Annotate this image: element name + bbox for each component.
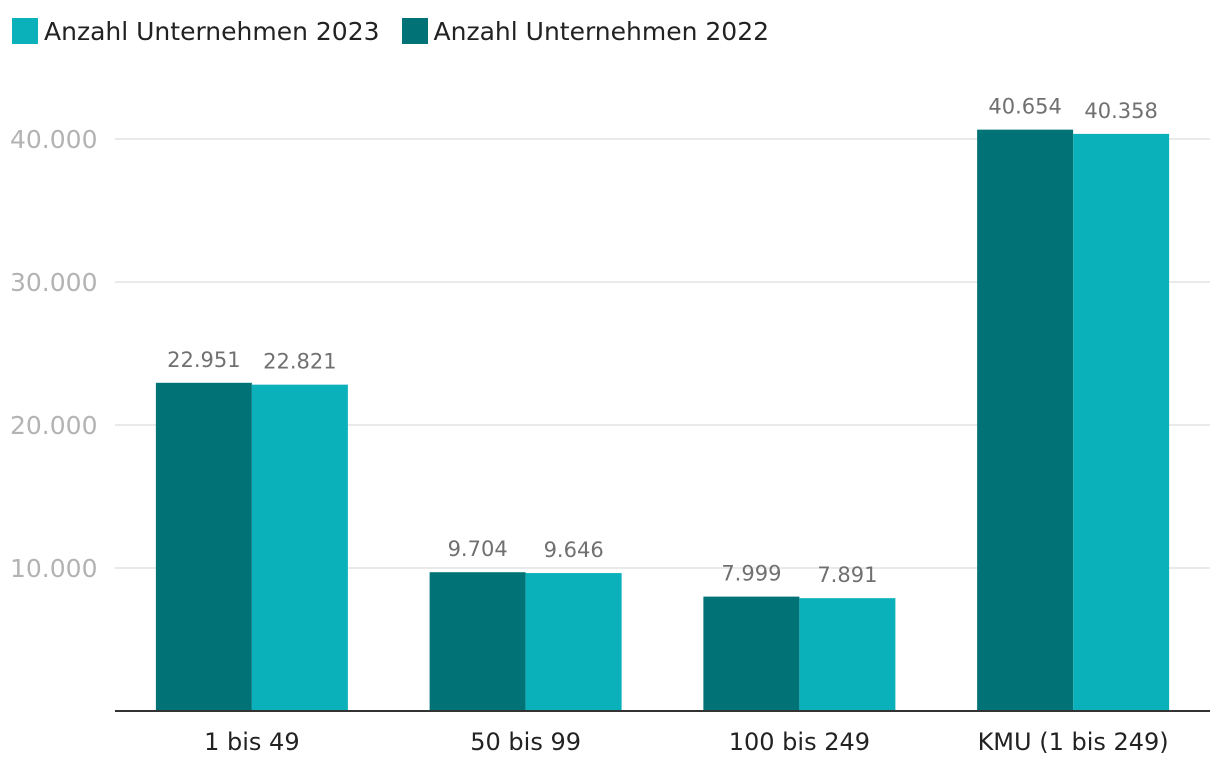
bar-2022-3[interactable] (977, 129, 1074, 711)
category-label-3: KMU (1 bis 249) (978, 728, 1169, 756)
bar-2023-0[interactable] (251, 384, 348, 711)
legend-label-2023: Anzahl Unternehmen 2023 (44, 16, 380, 46)
category-label-0: 1 bis 49 (204, 728, 299, 756)
legend-swatch-2023 (12, 18, 38, 44)
legend-swatch-2022 (401, 18, 428, 44)
value-label-2022-3: 40.654 (988, 95, 1061, 119)
bar-2023-3[interactable] (1073, 133, 1170, 711)
value-label-2022-0: 22.951 (167, 348, 240, 372)
bars (155, 129, 1170, 711)
legend-item-2023[interactable]: Anzahl Unternehmen 2023 (12, 17, 380, 46)
value-label-2023-0: 22.821 (263, 350, 336, 374)
legend-item-2022[interactable]: Anzahl Unternehmen 2022 (401, 16, 770, 46)
bar-2022-0[interactable] (155, 382, 252, 711)
bar-2023-1[interactable] (525, 573, 622, 711)
legend-label-2022: Anzahl Unternehmen 2022 (433, 16, 770, 46)
y-tick-label-40000: 40.000 (10, 125, 97, 154)
value-label-2023-2: 7.891 (817, 563, 877, 587)
value-label-2022-2: 7.999 (721, 562, 781, 586)
value-label-2023-3: 40.358 (1084, 99, 1157, 123)
y-tick-label-10000: 10.000 (10, 554, 97, 583)
category-label-2: 100 bis 249 (729, 728, 870, 756)
category-label-1: 50 bis 99 (470, 728, 581, 756)
bar-2022-1[interactable] (429, 572, 526, 711)
value-labels: 22.951 22.821 9.704 9.646 7.999 7.891 40.654 40… (167, 95, 1158, 588)
value-label-2023-1: 9.646 (544, 538, 604, 562)
x-axis-categories: 1 bis 49 50 bis 99 100 bis 249 KMU (1 bis 2… (204, 728, 1169, 756)
y-tick-label-30000: 30.000 (10, 268, 97, 297)
y-axis-ticks: 10.000 20.000 30.000 40.000 (10, 125, 97, 583)
bar-2023-2[interactable] (799, 598, 896, 711)
legend: Anzahl Unternehmen 2023 Anzahl Unternehm… (12, 14, 791, 48)
value-label-2022-1: 9.704 (448, 537, 508, 561)
bar-2022-2[interactable] (703, 596, 800, 711)
y-tick-label-20000: 20.000 (10, 411, 97, 440)
